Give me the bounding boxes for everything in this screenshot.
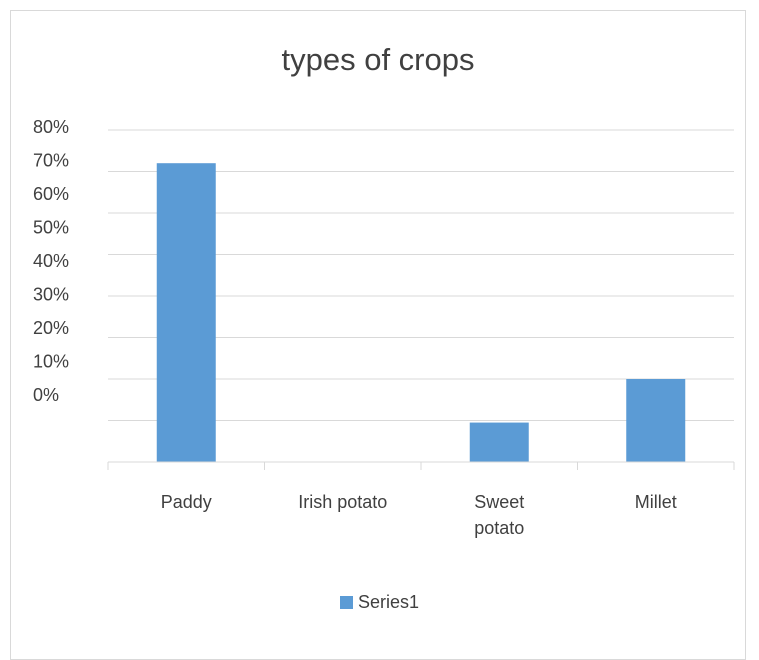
x-tick-label: Sweet potato (474, 492, 524, 538)
y-tick-labels: 80% 70% 60% 50% 40% 30% 20% 10% 0% (33, 117, 69, 405)
bar-paddy (156, 163, 216, 462)
y-tick-label: 30% (33, 285, 69, 305)
chart-title: types of crops (281, 42, 475, 77)
bar-millet (626, 379, 686, 462)
y-tick-label: 40% (33, 251, 69, 271)
y-tick-label: 0% (33, 385, 59, 405)
y-tick-label: 60% (33, 184, 69, 204)
x-tick-label: Irish potato (298, 492, 387, 512)
x-tick-labels: Paddy Irish potato Sweet potato Millet (161, 492, 677, 538)
y-tick-label: 10% (33, 352, 69, 372)
x-tick-label: Millet (635, 492, 677, 512)
legend-swatch-series1 (339, 596, 353, 609)
bar-sweet-potato (469, 422, 529, 462)
bars (156, 163, 686, 462)
legend: Series1 (0, 592, 759, 613)
legend-label-series1: Series1 (357, 592, 420, 612)
y-tick-label: 50% (33, 218, 69, 238)
x-tick-label: Paddy (161, 492, 212, 512)
y-tick-label: 20% (33, 318, 69, 338)
y-tick-label: 80% (33, 117, 69, 137)
x-axis (107, 461, 735, 470)
y-tick-label: 70% (33, 151, 69, 171)
chart-frame (10, 10, 746, 660)
